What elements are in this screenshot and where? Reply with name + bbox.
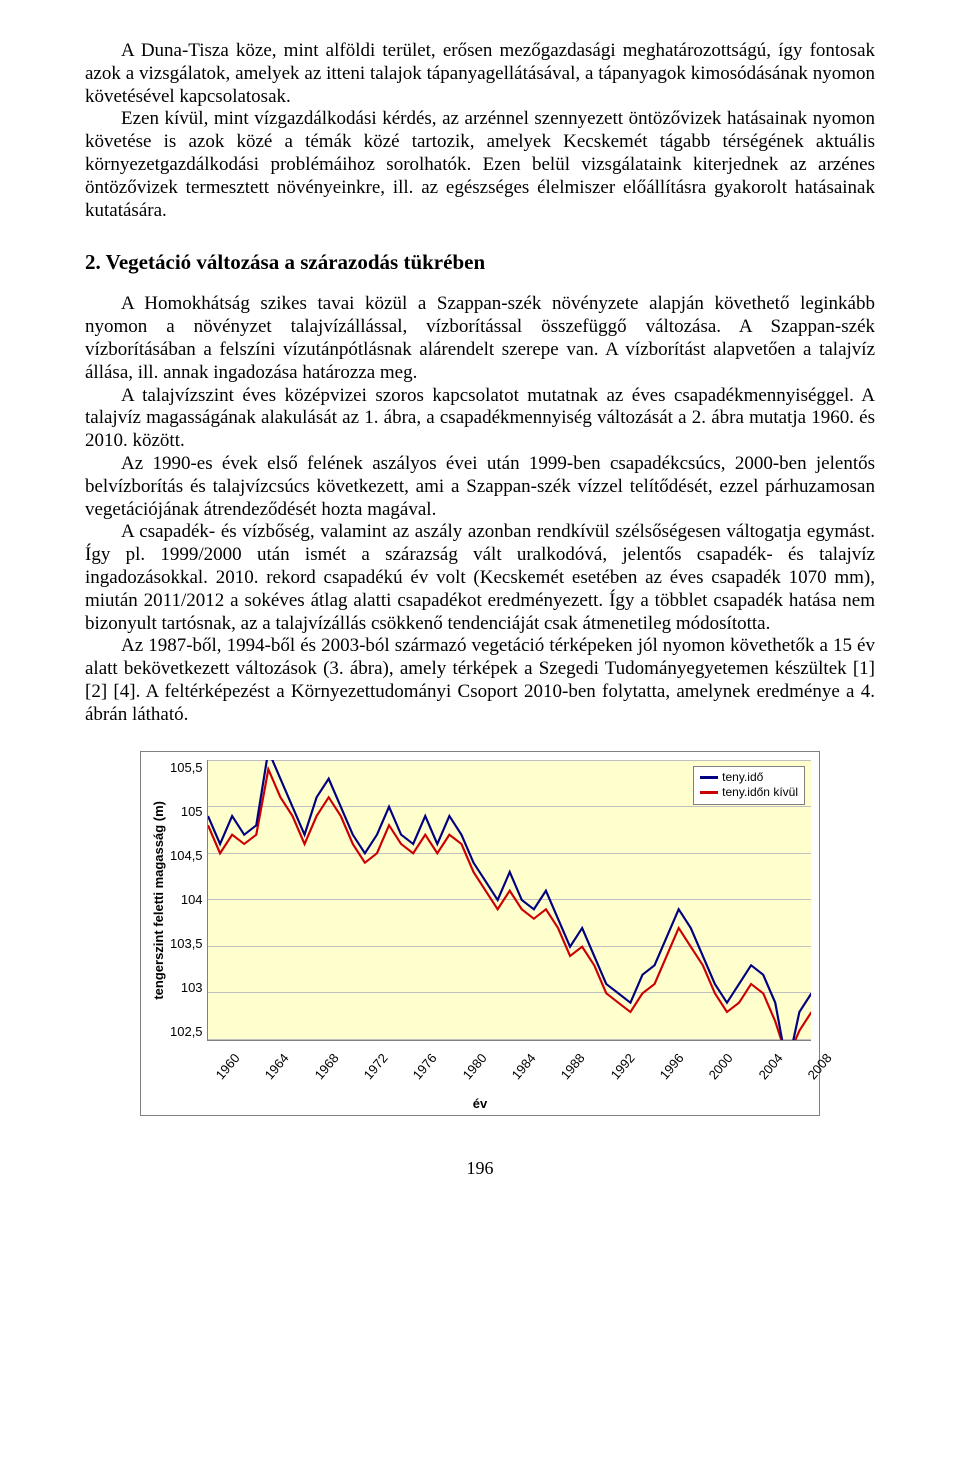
paragraph-5: Az 1990-es évek első felének aszályos év… xyxy=(85,453,875,521)
chart-xtick: 1988 xyxy=(558,1065,576,1082)
chart-xtick: 1972 xyxy=(361,1065,379,1082)
chart-frame: tengerszint feletti magasság (m) 105,510… xyxy=(140,751,820,1116)
chart-ytick: 104 xyxy=(170,892,203,907)
chart-ytick: 104,5 xyxy=(170,848,203,863)
chart-ytick: 105 xyxy=(170,804,203,819)
paragraph-6: A csapadék- és vízbőség, valamint az asz… xyxy=(85,521,875,635)
paragraph-3: A Homokhátság szikes tavai közül a Szapp… xyxy=(85,293,875,384)
paragraph-1: A Duna-Tisza köze, mint alföldi terület,… xyxy=(85,40,875,108)
chart-xtick: 1980 xyxy=(459,1065,477,1082)
chart-xtick: 1996 xyxy=(657,1065,675,1082)
paragraph-7: Az 1987-ből, 1994-ből és 2003-ból szárma… xyxy=(85,635,875,726)
paragraph-2: Ezen kívül, mint vízgazdálkodási kérdés,… xyxy=(85,108,875,222)
chart-xtick: 1976 xyxy=(410,1065,428,1082)
section-heading: 2. Vegetáció változása a szárazodás tükr… xyxy=(85,250,875,275)
chart-legend: teny.idő teny.időn kívül xyxy=(693,766,805,805)
legend-swatch-1 xyxy=(700,776,718,779)
page-number: 196 xyxy=(85,1158,875,1179)
chart-xtick: 2008 xyxy=(805,1065,823,1082)
chart-series-2 xyxy=(208,769,811,1040)
legend-item-1: teny.idő xyxy=(700,770,798,786)
chart-yaxis-label: tengerszint feletti magasság (m) xyxy=(149,801,166,1000)
chart-ytick: 102,5 xyxy=(170,1024,203,1039)
chart-plot-area: teny.idő teny.időn kívül xyxy=(207,760,811,1041)
chart-ytick: 103 xyxy=(170,980,203,995)
legend-swatch-2 xyxy=(700,791,718,794)
chart-ytick: 103,5 xyxy=(170,936,203,951)
chart-xtick: 1960 xyxy=(213,1065,231,1082)
chart-xaxis-label: év xyxy=(149,1096,811,1111)
chart-ytick-labels: 105,5 105 104,5 104 103,5 103 102,5 xyxy=(166,760,207,1040)
paragraph-4: A talajvízszint éves középvizei szoros k… xyxy=(85,385,875,453)
legend-label-2: teny.időn kívül xyxy=(722,785,798,801)
chart-figure: tengerszint feletti magasság (m) 105,510… xyxy=(140,751,820,1116)
chart-xtick: 2004 xyxy=(755,1065,773,1082)
legend-item-2: teny.időn kívül xyxy=(700,785,798,801)
legend-label-1: teny.idő xyxy=(722,770,763,786)
chart-xtick: 1968 xyxy=(311,1065,329,1082)
chart-xtick-labels: 1960196419681972197619801984198819921996… xyxy=(209,1041,811,1062)
chart-xtick: 2000 xyxy=(706,1065,724,1082)
chart-xtick: 1964 xyxy=(262,1065,280,1082)
page-container: A Duna-Tisza köze, mint alföldi terület,… xyxy=(0,0,960,1199)
chart-xtick: 1992 xyxy=(607,1065,625,1082)
chart-xtick: 1984 xyxy=(509,1065,527,1082)
chart-ytick: 105,5 xyxy=(170,760,203,775)
